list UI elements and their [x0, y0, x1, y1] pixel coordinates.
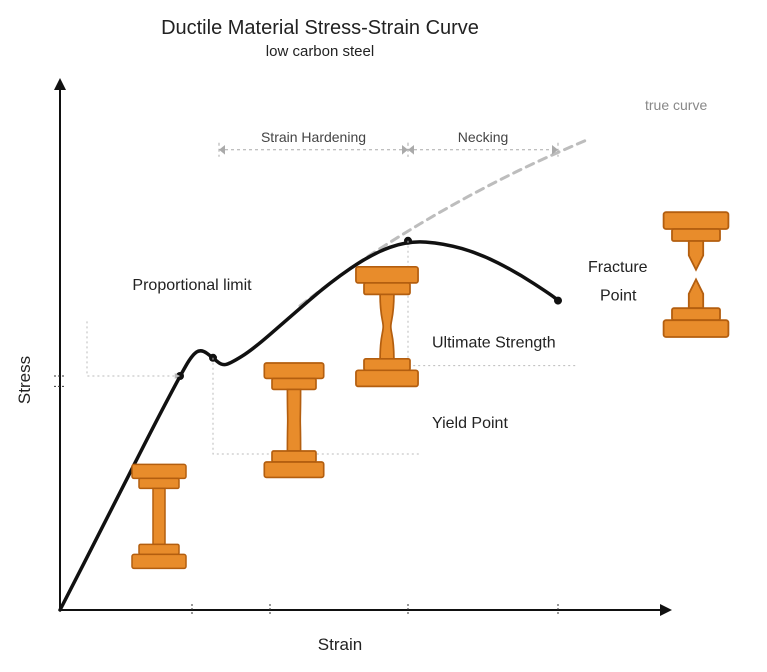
- true-curve-label: true curve: [645, 97, 707, 113]
- ultimate-label: Ultimate Strength: [432, 334, 556, 351]
- fracture-label2: Point: [600, 288, 637, 305]
- proportional_limit-label: Proportional limit: [132, 277, 252, 294]
- yield_point-label: Yield Point: [432, 415, 508, 432]
- chart-title: Ductile Material Stress-Strain Curve: [161, 17, 479, 39]
- y-axis-label: Stress: [15, 356, 34, 404]
- chart-subtitle: low carbon steel: [266, 43, 374, 60]
- region-label: Necking: [458, 129, 509, 145]
- fracture-point-dot: [554, 297, 562, 305]
- fracture-label: Fracture: [588, 259, 648, 276]
- x-axis-label: Strain: [318, 635, 362, 654]
- region-label: Strain Hardening: [261, 129, 366, 145]
